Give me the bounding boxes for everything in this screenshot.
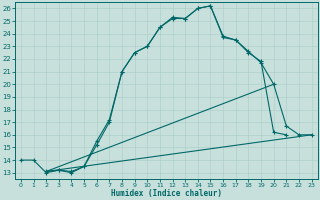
X-axis label: Humidex (Indice chaleur): Humidex (Indice chaleur)	[111, 189, 222, 198]
